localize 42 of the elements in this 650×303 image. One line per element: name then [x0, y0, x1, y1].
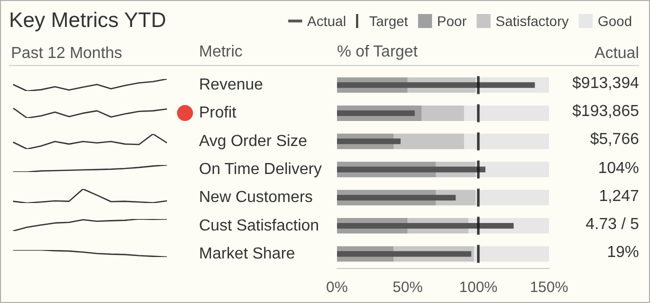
y-tick-label: Profit	[199, 104, 237, 122]
bar	[394, 134, 464, 150]
chart-title: Key Metrics YTD	[9, 9, 166, 32]
bar	[337, 222, 514, 229]
text: 1,247	[598, 188, 639, 205]
bar	[337, 138, 401, 144]
legend-label: Poor	[437, 13, 467, 29]
legend-label: Target	[369, 13, 408, 29]
bar	[476, 190, 549, 206]
y-tick-label: Cust Satisfaction	[199, 217, 320, 234]
text: 4.73 / 5	[586, 216, 639, 233]
text: 19%	[606, 244, 639, 261]
bar	[474, 246, 549, 262]
text: Past 12 Months	[11, 45, 122, 62]
y-tick-label: Revenue	[199, 76, 264, 94]
y-tick-label: Avg Order Size	[199, 132, 308, 150]
legend-label: Satisfactory	[496, 13, 569, 29]
x-tick-label: 100%	[459, 279, 498, 296]
x-axis-title: % of Target	[337, 44, 418, 60]
legend-label: Actual	[307, 13, 346, 29]
bar	[422, 105, 464, 121]
bar	[337, 166, 486, 172]
text: $5,766	[590, 131, 639, 148]
y-axis-title: Metric	[199, 44, 243, 60]
y-tick-label: On Time Delivery	[199, 161, 322, 178]
bar	[464, 105, 549, 121]
text: Actual	[594, 45, 639, 62]
y-tick-label: Market Share	[199, 245, 296, 262]
bar	[464, 134, 549, 150]
bar	[337, 82, 535, 88]
y-tick-label: New Customers	[199, 189, 313, 206]
text: $913,394	[572, 75, 639, 92]
bar	[337, 251, 472, 257]
legend-label: Good	[598, 13, 632, 29]
bar	[476, 162, 549, 178]
bar	[337, 110, 415, 116]
text: 104%	[598, 160, 639, 176]
text: $193,865	[572, 103, 639, 120]
x-tick-label: 50%	[392, 279, 423, 296]
x-tick-label: 150%	[530, 279, 568, 296]
bar	[337, 194, 456, 200]
x-tick-label: 0%	[326, 279, 348, 296]
